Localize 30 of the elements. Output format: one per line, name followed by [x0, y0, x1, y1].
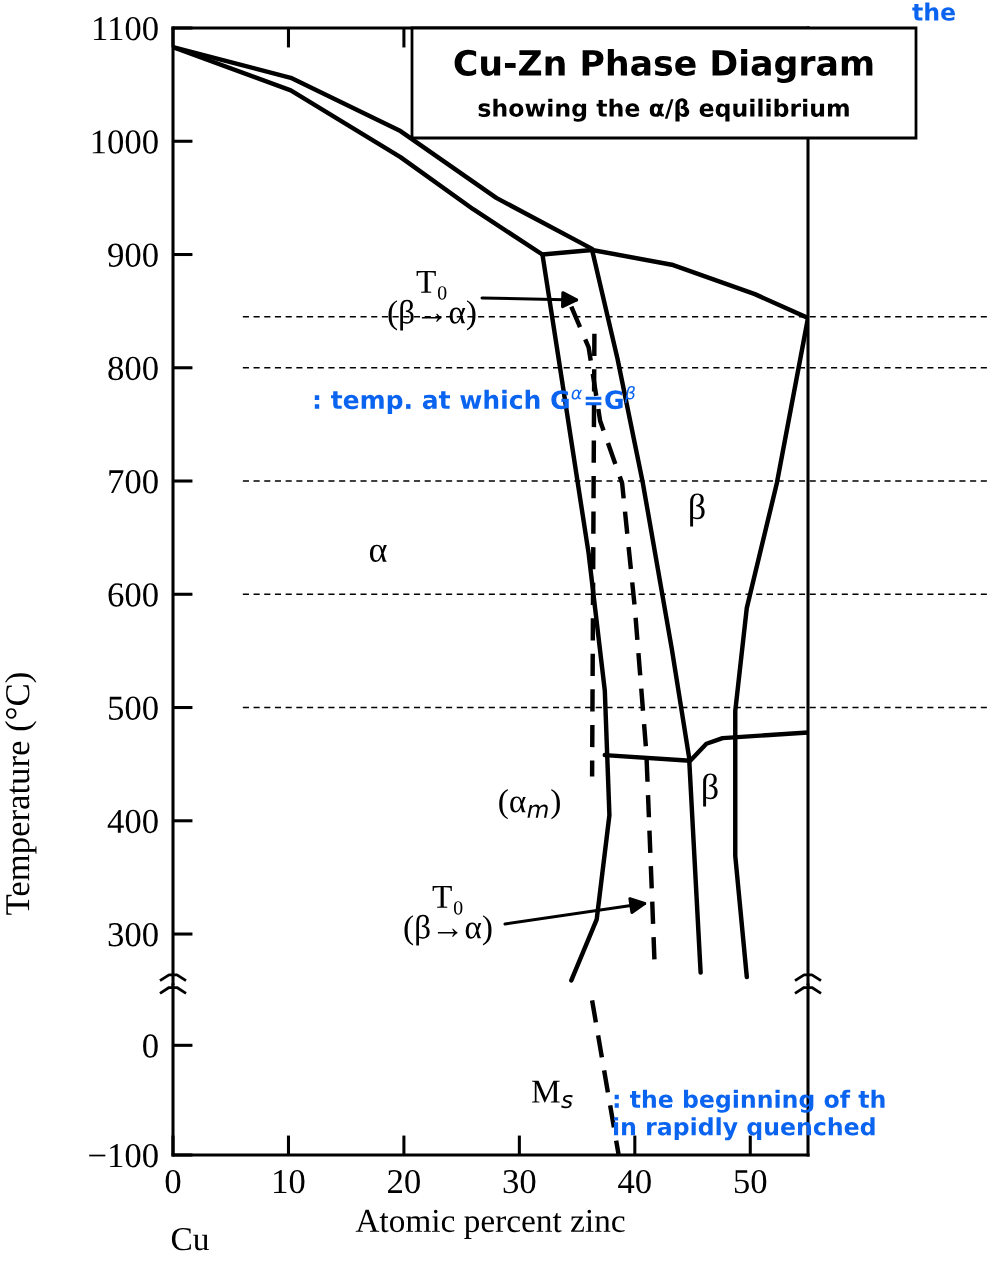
- y-tick-label: 1000: [92, 130, 158, 154]
- annotation: T₀ (β→α): [404, 885, 492, 946]
- y-tick-label: 400: [107, 809, 158, 834]
- annotation: T₀ (β→α): [388, 270, 476, 331]
- x-tick-label: 40: [618, 1169, 651, 1194]
- y-tick-label: −100: [89, 1143, 158, 1168]
- annotation: β: [703, 773, 718, 807]
- text: the: [912, 2, 955, 21]
- x-tick-label: 30: [503, 1169, 536, 1194]
- x-tick-label: 20: [388, 1169, 420, 1194]
- y-tick-label: 1100: [94, 16, 158, 41]
- text: Cu-Zn Phase Diagram: [454, 49, 873, 83]
- text: Cu: [171, 1227, 209, 1251]
- text: showing the α/β equilibrium: [478, 98, 849, 122]
- y-axis-title: Temperature (°C): [4, 673, 37, 915]
- x-tick-label: 10: [274, 1169, 305, 1194]
- y-tick-label: 300: [108, 922, 158, 947]
- y-tick-label: 600: [108, 583, 158, 607]
- annotation: M$_{s}$: [532, 1080, 573, 1109]
- x-tick-label: 0: [165, 1169, 181, 1194]
- annotation: β: [690, 493, 705, 527]
- annotation: (α$_{m}$): [499, 789, 560, 820]
- y-tick-label: 800: [108, 356, 158, 381]
- y-tick-label: 900: [108, 243, 158, 267]
- annotation: α: [369, 544, 387, 563]
- y-tick-label: 0: [143, 1034, 158, 1058]
- x-tick-label: 50: [734, 1169, 767, 1194]
- x-axis-title: Atomic percent zinc: [355, 1209, 625, 1239]
- y-tick-label: 700: [109, 469, 158, 494]
- y-tick-label: 500: [109, 696, 158, 720]
